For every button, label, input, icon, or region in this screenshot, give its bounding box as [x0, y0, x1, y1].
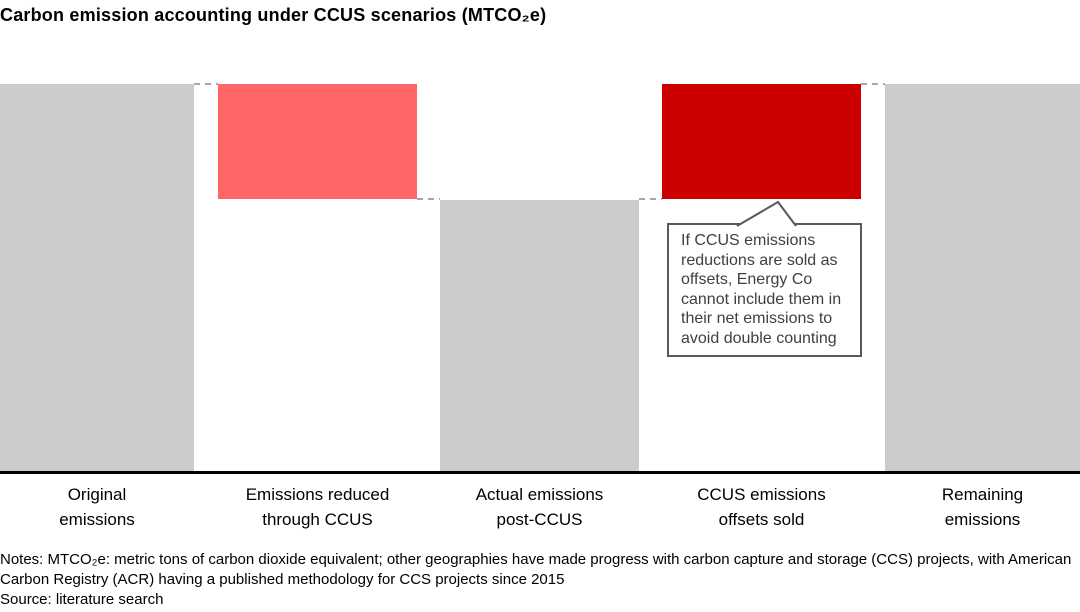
x-axis-baseline: [0, 471, 1080, 474]
dashed-connector-4: [861, 83, 885, 85]
category-label-remaining-emissions: Remaining emissions: [941, 485, 1024, 529]
category-label-ccus-offsets: CCUS emissions offsets sold: [697, 485, 826, 529]
bar-remaining-emissions: [885, 84, 1080, 471]
bar-original-emissions: [0, 84, 194, 471]
notes-line-1: Notes: MTCO₂e: metric tons of carbon dio…: [0, 551, 1072, 568]
chart-title: Carbon emission accounting under CCUS sc…: [0, 5, 547, 25]
source-line: Source: literature search: [0, 591, 164, 608]
category-label-actual-emissions: Actual emissions post-CCUS: [475, 485, 604, 529]
bar-emissions-reduced-ccus: [218, 84, 417, 199]
bar-ccus-offsets-sold: [662, 84, 861, 199]
category-label-original-emissions: Original emissions: [59, 485, 135, 529]
footer-notes: Notes: MTCO₂e: metric tons of carbon dio…: [0, 550, 1071, 610]
callout-annotation: If CCUS emissions reductions are sold as…: [667, 223, 862, 357]
bar-actual-emissions-post-ccus: [440, 200, 639, 471]
dashed-connector-2: [417, 198, 440, 200]
notes-line-2: Carbon Registry (ACR) having a published…: [0, 571, 565, 588]
category-label-emissions-reduced: Emissions reduced through CCUS: [245, 485, 390, 529]
dashed-connector-3: [639, 198, 662, 200]
dashed-connector-1: [194, 83, 218, 85]
